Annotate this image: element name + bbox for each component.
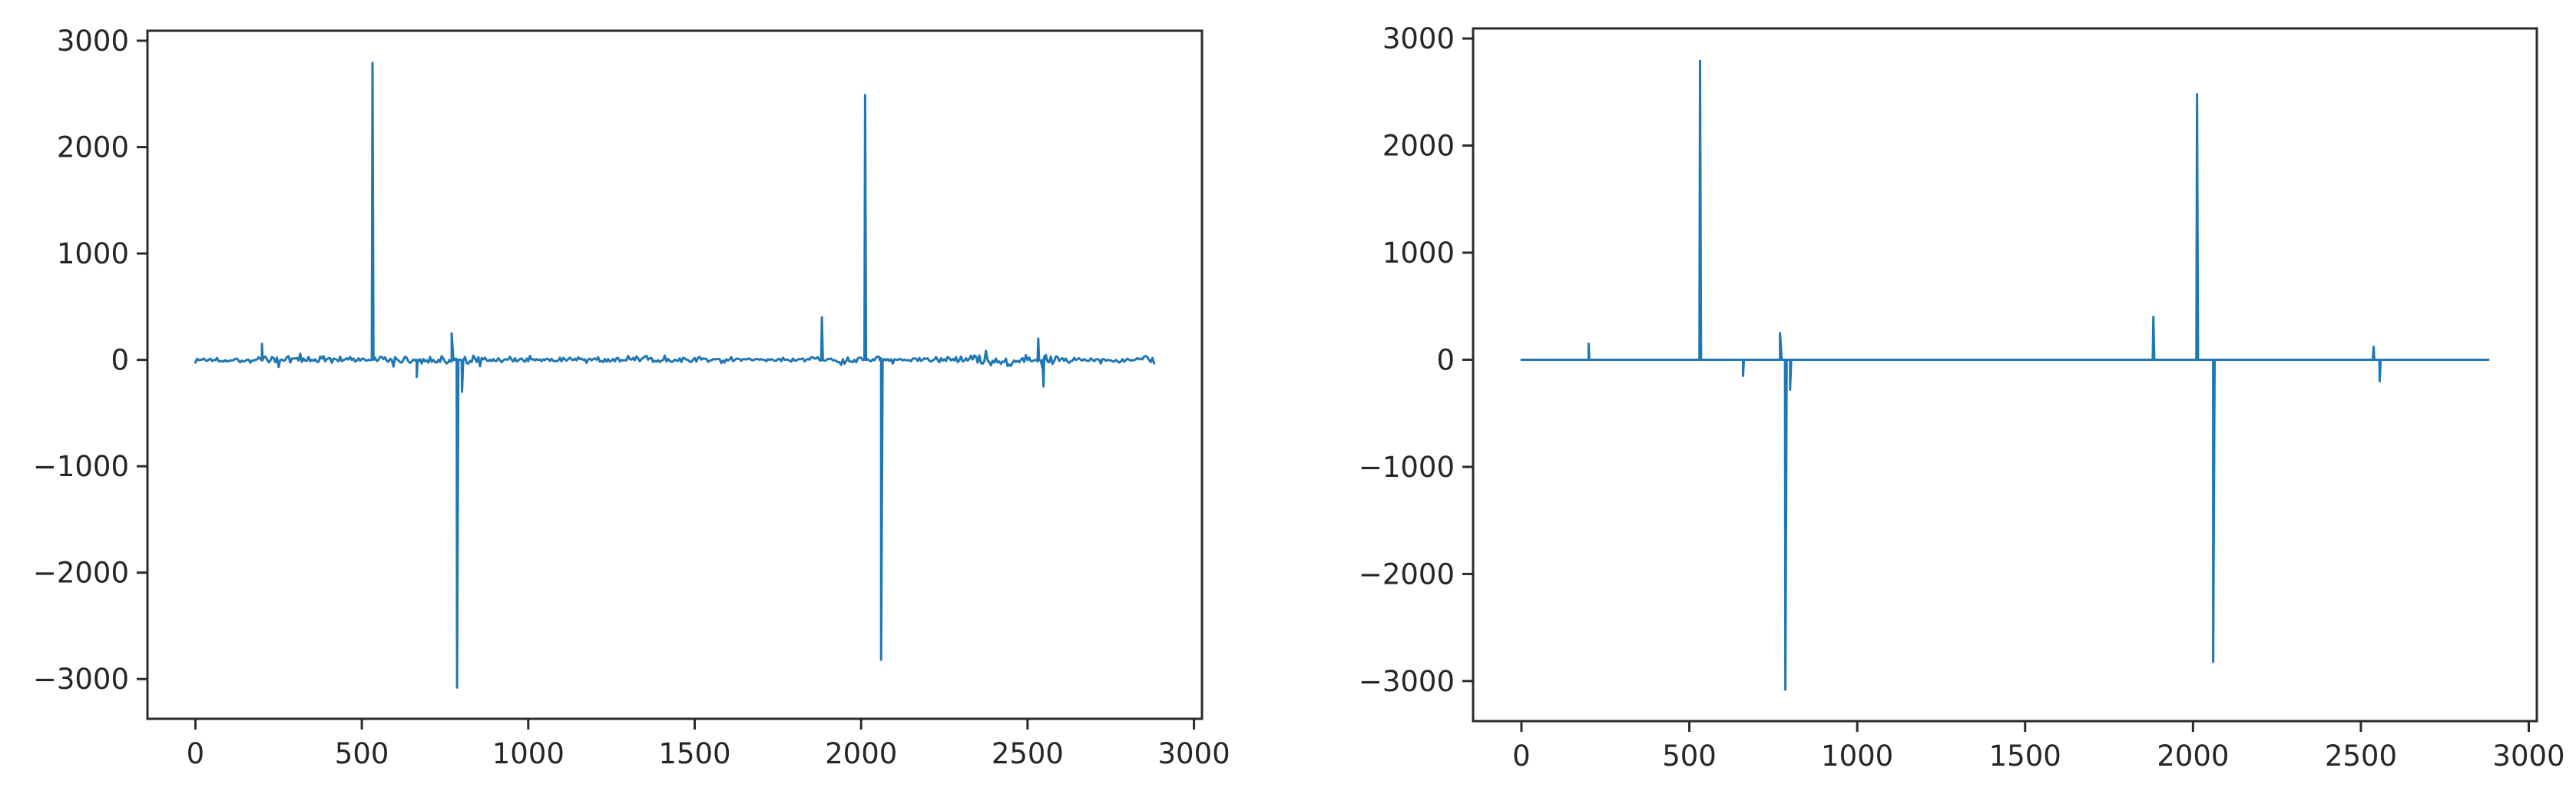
x-tick-label: 0 — [1512, 740, 1531, 773]
x-tick-label: 1000 — [1821, 740, 1893, 773]
x-tick-label: 3000 — [2492, 740, 2564, 773]
y-tick-label: 3000 — [57, 25, 129, 58]
x-axis: 0 500 1000 1500 2000 2500 3000 — [1512, 721, 2565, 773]
y-tick-label: 0 — [1436, 343, 1455, 376]
x-tick-label: 2500 — [992, 737, 1064, 770]
y-tick-label: 2000 — [1382, 130, 1455, 163]
chart-left: 0 500 1000 1500 2000 2500 3000 3000 2000 1000 0 −10… — [33, 25, 1230, 770]
x-axis: 0 500 1000 1500 2000 2500 3000 — [187, 719, 1230, 770]
y-tick-label: 1000 — [1382, 237, 1455, 270]
x-tick-label: 2000 — [2157, 740, 2229, 773]
y-tick-label: 3000 — [1382, 22, 1455, 55]
axes-frame — [146, 29, 1204, 720]
y-tick-label: −3000 — [1359, 665, 1455, 698]
x-tick-label: 3000 — [1158, 737, 1230, 770]
y-axis: 3000 2000 1000 0 −1000 −2000 −3000 — [1359, 22, 1473, 698]
x-tick-label: 1500 — [658, 737, 730, 770]
y-tick-label: 0 — [111, 344, 129, 377]
x-tick-label: 500 — [335, 737, 389, 770]
axes-frame — [1472, 27, 2538, 723]
series-line — [1520, 59, 2490, 691]
x-tick-label: 2500 — [2325, 740, 2397, 773]
x-tick-label: 1500 — [1989, 740, 2061, 773]
y-tick-label: 2000 — [57, 131, 129, 164]
y-tick-label: −2000 — [1359, 558, 1455, 591]
y-tick-label: 1000 — [57, 237, 129, 270]
x-tick-label: 0 — [187, 737, 205, 770]
x-tick-label: 2000 — [825, 737, 897, 770]
y-tick-label: −1000 — [1359, 451, 1455, 484]
series-line — [194, 61, 1156, 689]
y-tick-label: −2000 — [33, 557, 129, 590]
y-tick-label: −3000 — [33, 663, 129, 696]
x-tick-label: 1000 — [492, 737, 565, 770]
y-axis: 3000 2000 1000 0 −1000 −2000 −3000 — [33, 25, 147, 696]
y-tick-label: −1000 — [33, 450, 129, 483]
chart-right: 0 500 1000 1500 2000 2500 3000 3000 2000 1000 0 −10… — [1359, 22, 2565, 773]
x-tick-label: 500 — [1662, 740, 1717, 773]
